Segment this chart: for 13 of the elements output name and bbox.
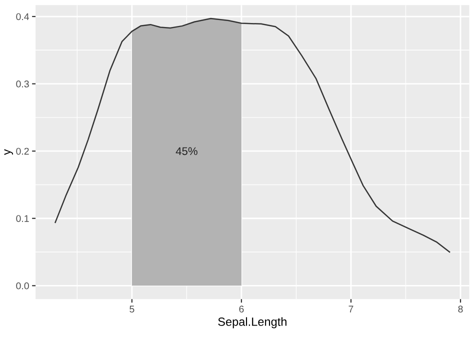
y-tick-label: 0.4 xyxy=(16,13,30,20)
x-tick-label: 5 xyxy=(130,306,134,313)
y-tick-label: 0.3 xyxy=(16,80,29,88)
y-tick-label: 0.2 xyxy=(16,148,29,155)
y-tick-label: 0.1 xyxy=(16,215,29,222)
x-axis-title: Sepal.Length xyxy=(218,317,286,328)
line-series xyxy=(54,18,450,253)
x-tick-label: 6 xyxy=(239,306,244,313)
y-axis-title: y xyxy=(4,149,14,156)
x-tick-label: 8 xyxy=(458,306,463,313)
x-tick-label: 7 xyxy=(348,306,354,312)
y-tick-label: 0.0 xyxy=(16,282,29,290)
annotation: 45% xyxy=(176,147,198,156)
